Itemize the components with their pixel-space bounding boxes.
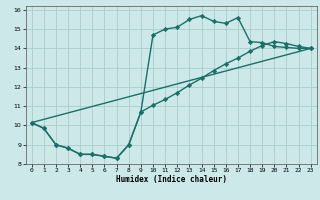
X-axis label: Humidex (Indice chaleur): Humidex (Indice chaleur) — [116, 175, 227, 184]
